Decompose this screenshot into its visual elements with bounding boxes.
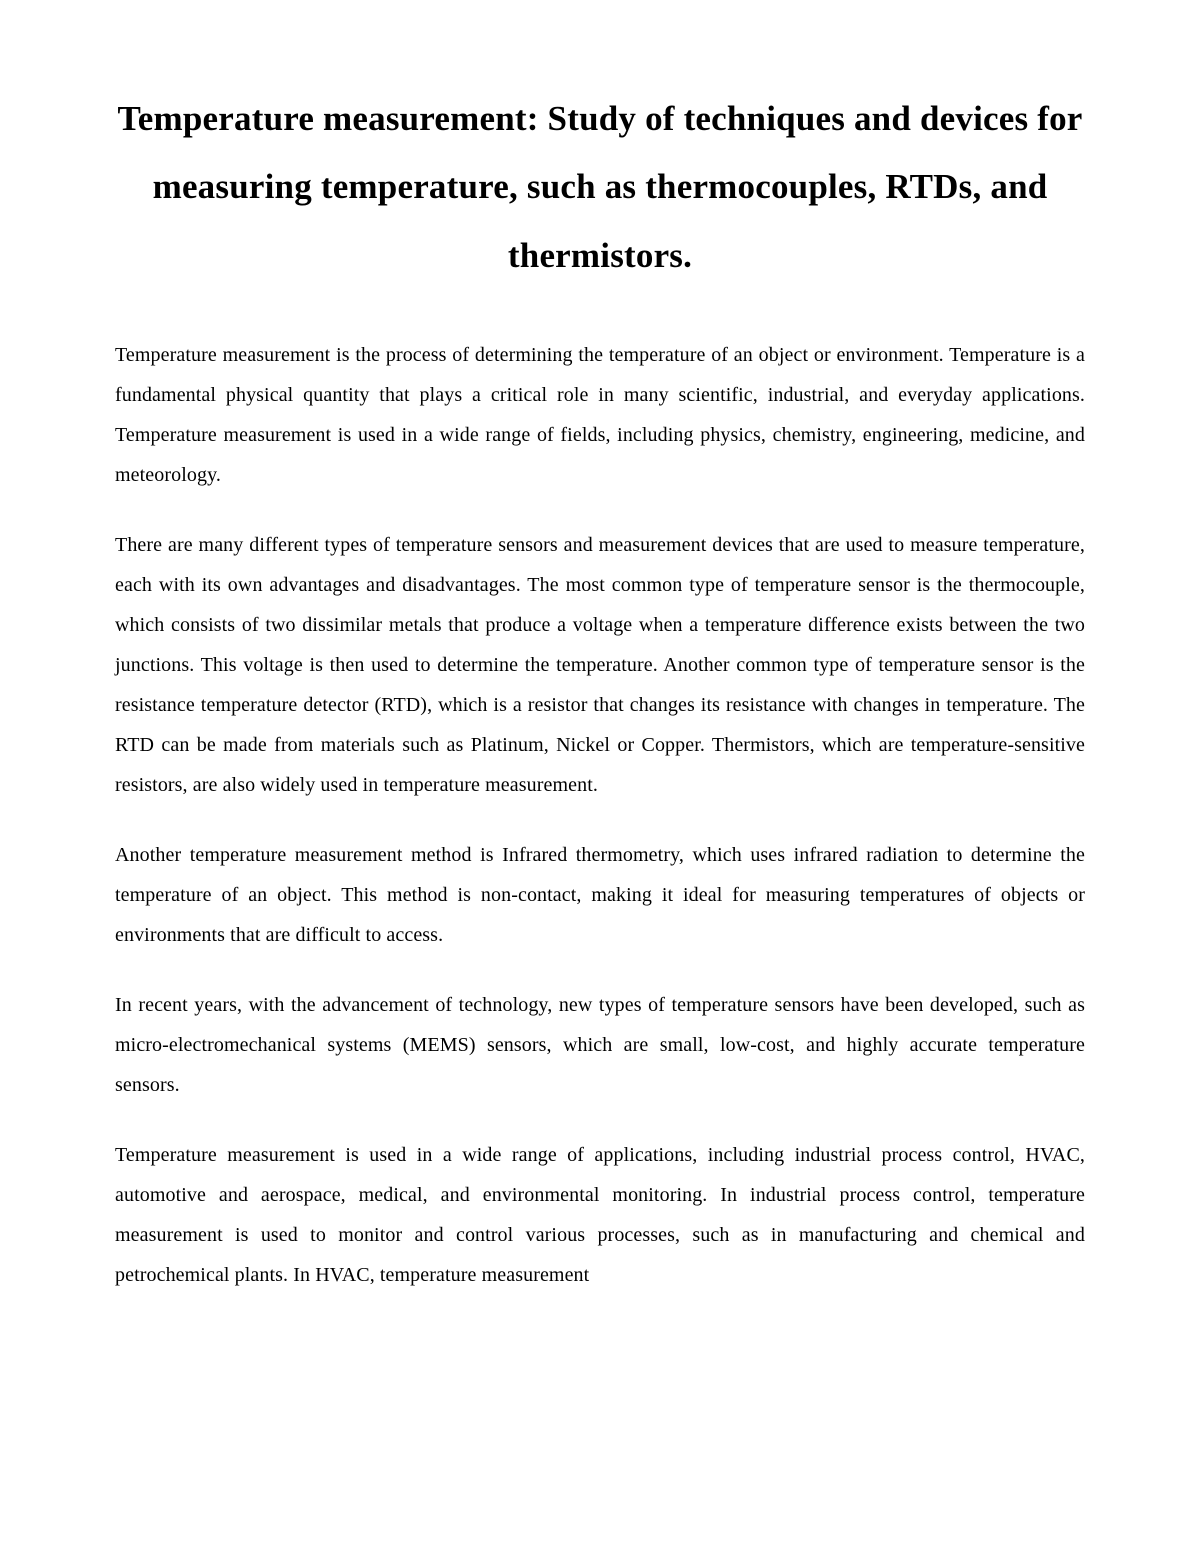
- paragraph-4: In recent years, with the advancement of…: [115, 985, 1085, 1105]
- paragraph-5: Temperature measurement is used in a wid…: [115, 1135, 1085, 1295]
- document-title: Temperature measurement: Study of techni…: [115, 85, 1085, 290]
- paragraph-3: Another temperature measurement method i…: [115, 835, 1085, 955]
- paragraph-1: Temperature measurement is the process o…: [115, 335, 1085, 495]
- paragraph-2: There are many different types of temper…: [115, 525, 1085, 805]
